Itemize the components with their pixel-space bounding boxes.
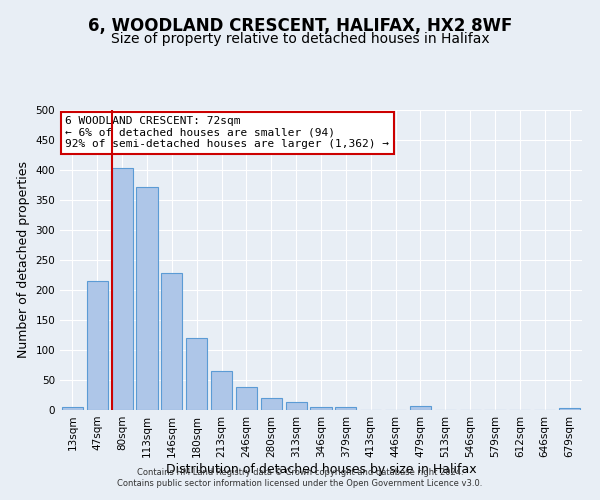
Bar xyxy=(62,407,83,410)
Bar xyxy=(286,402,307,410)
Bar xyxy=(310,407,332,410)
Bar xyxy=(410,406,431,410)
Bar xyxy=(335,407,356,410)
X-axis label: Distribution of detached houses by size in Halifax: Distribution of detached houses by size … xyxy=(166,462,476,475)
Bar xyxy=(261,398,282,410)
Bar xyxy=(136,187,158,410)
Y-axis label: Number of detached properties: Number of detached properties xyxy=(17,162,30,358)
Bar xyxy=(211,371,232,410)
Text: 6 WOODLAND CRESCENT: 72sqm
← 6% of detached houses are smaller (94)
92% of semi-: 6 WOODLAND CRESCENT: 72sqm ← 6% of detac… xyxy=(65,116,389,149)
Text: Contains HM Land Registry data © Crown copyright and database right 2024.
Contai: Contains HM Land Registry data © Crown c… xyxy=(118,468,482,487)
Bar xyxy=(87,281,108,410)
Bar xyxy=(236,387,257,410)
Text: Size of property relative to detached houses in Halifax: Size of property relative to detached ho… xyxy=(110,32,490,46)
Bar xyxy=(161,273,182,410)
Bar xyxy=(559,408,580,410)
Text: 6, WOODLAND CRESCENT, HALIFAX, HX2 8WF: 6, WOODLAND CRESCENT, HALIFAX, HX2 8WF xyxy=(88,18,512,36)
Bar xyxy=(186,338,207,410)
Bar xyxy=(112,168,133,410)
